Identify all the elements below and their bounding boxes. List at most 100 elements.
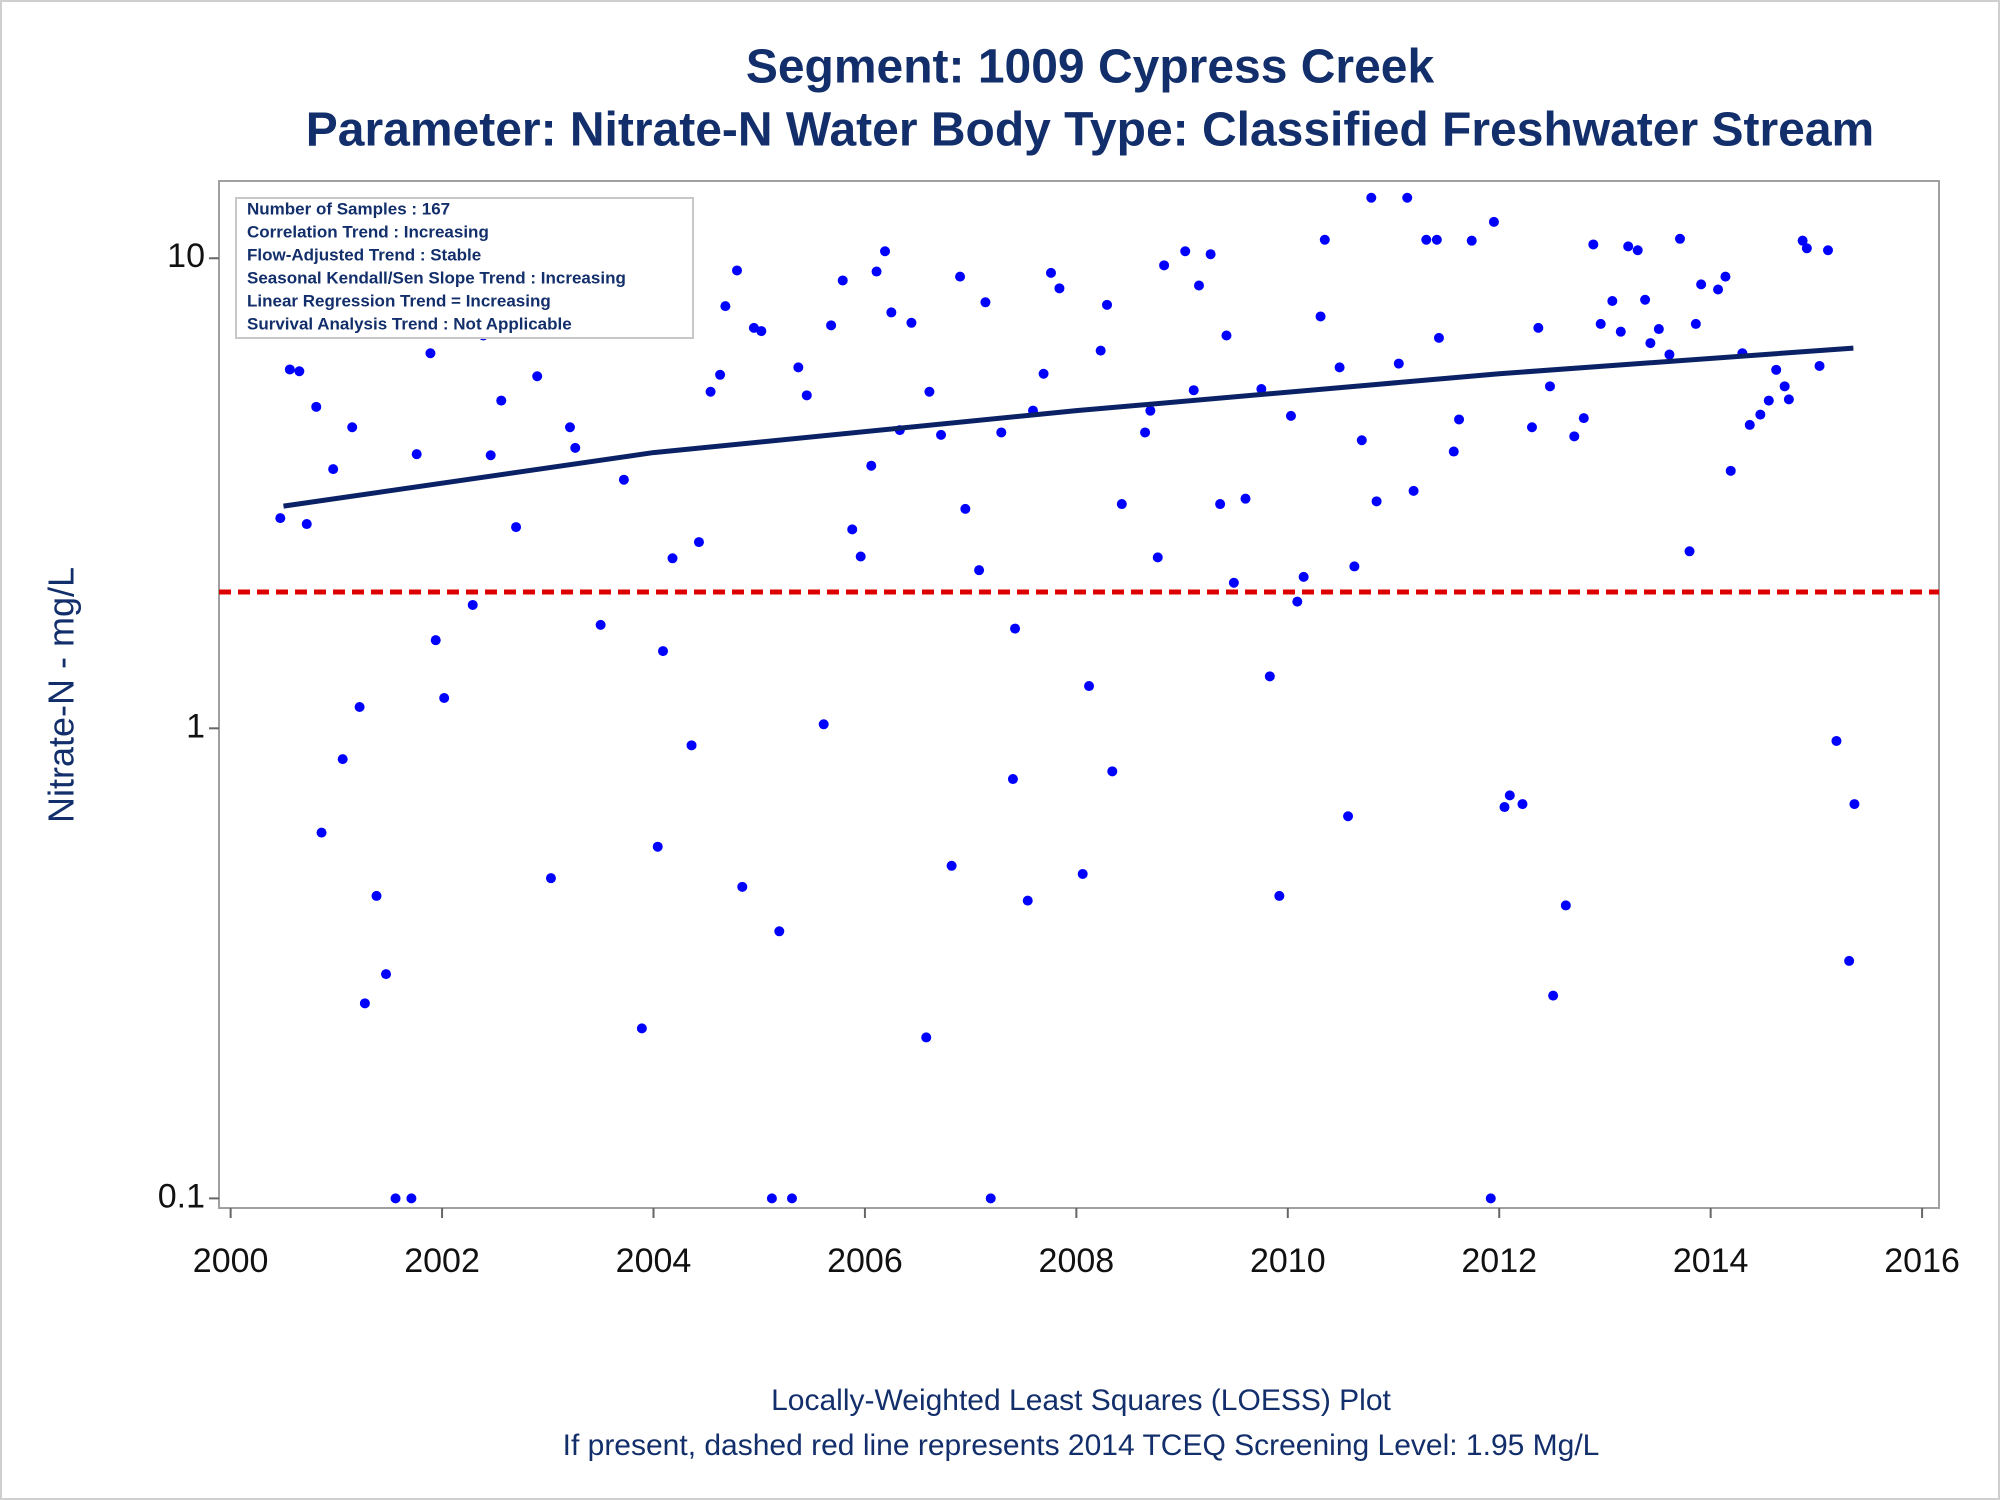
info-box [235,197,694,339]
data-point [955,271,966,282]
data-point [1526,422,1537,433]
data-point [1007,774,1018,785]
data-point [1801,243,1812,254]
data-point [667,553,678,564]
data-point [467,599,478,610]
data-point [1713,284,1724,295]
data-point [1095,345,1106,356]
data-point [1356,435,1367,446]
data-point [1623,241,1634,252]
data-point [1221,330,1232,341]
data-point [1569,431,1580,442]
data-point [924,386,935,397]
data-point [1725,465,1736,476]
x-tick-label: 2000 [193,1242,269,1280]
data-point [996,427,1007,438]
data-point [1578,413,1589,424]
data-point [1779,381,1790,392]
data-point [985,1193,996,1204]
data-point [756,326,767,337]
data-point [406,1193,417,1204]
data-point [371,890,382,901]
data-point [1408,485,1419,496]
data-point [595,619,606,630]
info-line: Linear Regression Trend = Increasing [247,291,551,310]
data-point [1674,233,1685,244]
data-point [1849,799,1860,810]
data-point [1145,405,1156,416]
plot-frame [218,180,1940,1209]
data-point [485,450,496,461]
data-point [1215,499,1226,510]
data-point [866,460,877,471]
data-point [1292,596,1303,607]
data-point [1285,410,1296,421]
data-point [425,348,436,359]
data-point [1645,338,1656,349]
data-point [1720,271,1731,282]
footnote: Locally-Weighted Least Squares (LOESS) P… [771,1384,1391,1417]
data-point [1653,324,1664,335]
x-tick-label: 2016 [1884,1242,1960,1280]
data-point [705,386,716,397]
data-point [1664,349,1675,360]
data-point [1010,623,1021,634]
data-point [354,702,365,713]
data-point [786,1193,797,1204]
data-point [1517,799,1528,810]
data-point [294,366,305,377]
data-point [974,565,985,576]
data-point [1744,419,1755,430]
data-point [1038,368,1049,379]
data-point [774,926,785,937]
data-point [1402,192,1413,203]
data-point [301,519,312,530]
data-point [328,464,339,475]
data-point [316,827,327,838]
data-point [1205,249,1216,260]
info-line: Survival Analysis Trend : Not Applicable [247,314,572,333]
data-point [1595,318,1606,329]
data-point [1334,362,1345,373]
data-point [1102,299,1113,310]
data-point [636,1023,647,1034]
data-point [826,320,837,331]
chart-title: Segment: 1009 Cypress Creek [746,41,1435,94]
data-point [411,449,422,460]
data-point [570,442,581,453]
data-point [880,246,891,257]
data-point [1607,296,1618,307]
chart-subtitle: Parameter: Nitrate-N Water Body Type: Cl… [306,104,1874,157]
data-point [1433,332,1444,343]
data-point [871,266,882,277]
info-line: Flow-Adjusted Trend : Stable [247,245,481,264]
data-point [1343,811,1354,822]
data-point [430,635,441,646]
data-point [1107,766,1118,777]
data-point [1454,414,1465,425]
data-point [1084,681,1095,692]
data-point [1548,990,1559,1001]
data-point [1298,571,1309,582]
data-point [1054,283,1065,294]
data-point [1690,318,1701,329]
x-tick-label: 2014 [1673,1242,1749,1280]
x-tick-label: 2008 [1039,1242,1115,1280]
data-point [545,873,556,884]
data-point [1696,279,1707,290]
data-point [1366,192,1377,203]
data-point [511,522,522,533]
data-point [1822,245,1833,256]
info-line: Correlation Trend : Increasing [247,222,489,241]
x-tick-label: 2010 [1250,1242,1326,1280]
data-point [818,719,829,730]
data-point [390,1193,401,1204]
data-point [837,275,848,286]
data-point [1240,493,1251,504]
data-point [1140,427,1151,438]
data-point [732,265,743,276]
data-point [284,364,295,375]
info-line: Seasonal Kendall/Sen Slope Trend : Incre… [247,268,626,287]
data-point [1466,235,1477,246]
